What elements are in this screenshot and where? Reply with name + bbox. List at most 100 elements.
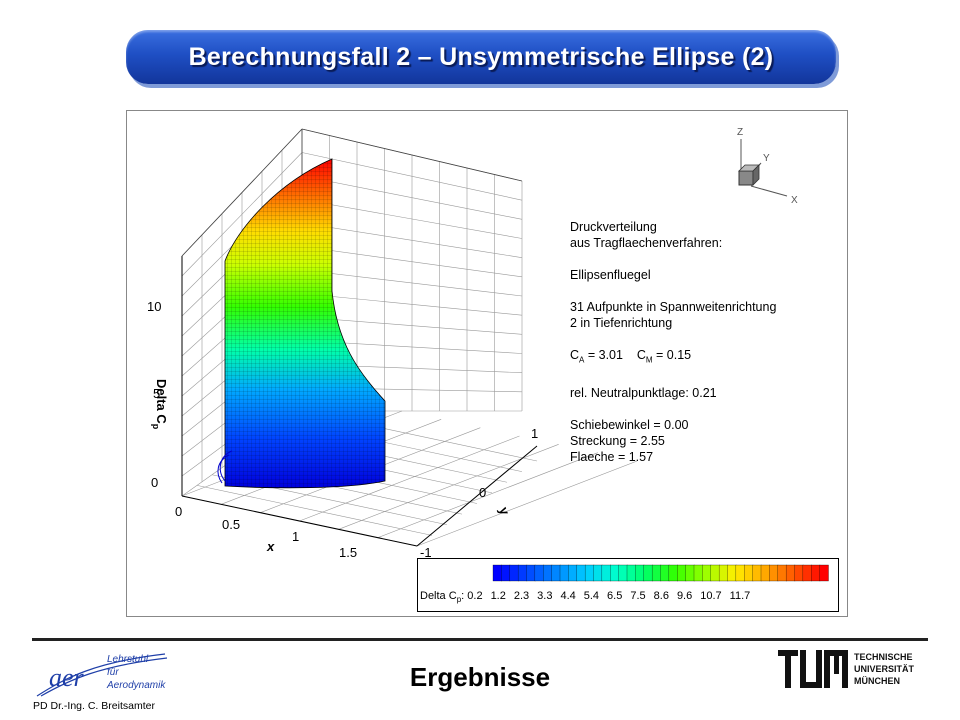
- legend-value: 6.5: [607, 590, 623, 602]
- x-axis-label: x: [266, 539, 275, 554]
- legend-value: 8.6: [653, 590, 669, 602]
- legend-title-sub: p: [456, 595, 462, 605]
- legend-swatch: [492, 564, 503, 582]
- tum-logo: TECHNISCHE UNIVERSITÄT MÜNCHEN: [778, 650, 915, 688]
- author-credit: PD Dr.-Ing. C. Breitsamter: [33, 700, 155, 712]
- y-tick: 0: [479, 485, 486, 500]
- legend-value: 3.3: [537, 590, 553, 602]
- aer-logo: aer Lehrstuhl für Aerodynamik: [36, 653, 168, 697]
- legend-swatch: [610, 564, 620, 582]
- legend-swatch: [685, 564, 695, 582]
- legend-swatch: [651, 564, 662, 582]
- legend-swatch: [534, 564, 544, 582]
- neutral-point-line: rel. Neutralpunktlage: 0.21: [570, 385, 717, 400]
- y-tick: -1: [420, 545, 432, 560]
- legend-value: 9.6: [676, 590, 693, 602]
- footer-divider: [32, 638, 928, 641]
- legend-swatch: [752, 564, 762, 582]
- legend-values: 0.2 1.2 2.3 3.3 4.4 5.4 6.5 7.5 8.6 9.6 10.7 11.7: [467, 590, 758, 602]
- aer-word: aer: [49, 663, 85, 692]
- wing-surface: [217, 158, 386, 489]
- cm-sub: M: [645, 355, 653, 365]
- ca-value: = 3.01: [584, 348, 623, 362]
- legend-swatch: [718, 564, 729, 582]
- z-tick: 10: [147, 299, 161, 314]
- triad-x-label: X: [791, 195, 798, 206]
- legend-swatch: [785, 564, 796, 582]
- legend-swatch: [643, 564, 653, 582]
- plot-figure: 10 5 0 0 0.5 1 1.5 -1 0 1 x y Delta Cp Z…: [126, 110, 848, 617]
- legend-swatch: [819, 564, 829, 582]
- legend-swatch: [668, 564, 678, 582]
- ca-sub: A: [579, 355, 585, 365]
- legend-swatch: [509, 564, 519, 582]
- z-tick: 5: [153, 386, 160, 401]
- x-tick: 0.5: [222, 517, 240, 532]
- legend-swatch: [769, 564, 779, 582]
- legend-swatch: [501, 564, 511, 582]
- y-tick: 1: [531, 426, 538, 441]
- triad-z-label: Z: [737, 127, 743, 138]
- info-line: aus Tragflaechenverfahren:: [570, 236, 723, 250]
- legend-swatch: [601, 564, 611, 582]
- legend-swatch: [777, 564, 787, 582]
- info-line: 2 in Tiefenrichtung: [570, 316, 673, 330]
- legend-swatch: [802, 564, 812, 582]
- legend-swatch: [635, 564, 645, 582]
- legend-swatch: [702, 564, 712, 582]
- area-line: Flaeche = 1.57: [570, 449, 654, 464]
- legend-swatch: [710, 564, 720, 582]
- legend-colorbar: [492, 564, 829, 582]
- legend-swatch: [593, 564, 603, 582]
- legend-value: 2.3: [513, 590, 530, 602]
- title-banner: Berechnungsfall 2 – Unsymmetrische Ellip…: [126, 30, 836, 84]
- info-line: [570, 251, 840, 267]
- legend-value: 1.2: [490, 590, 506, 602]
- legend-value: 4.4: [560, 590, 576, 602]
- info-line: [570, 331, 840, 347]
- info-line: 31 Aufpunkte in Spannweitenrichtung: [570, 300, 777, 314]
- legend-swatch: [576, 564, 586, 582]
- triad-y-label: Y: [763, 153, 770, 164]
- color-legend: Delta Cp: 0.2 1.2 2.3 3.3 4.4 5.4 6.5 7.5 8.6 9.6…: [417, 558, 839, 612]
- tum-line3: MÜNCHEN: [854, 676, 900, 686]
- cm-label: C: [636, 348, 646, 362]
- info-line: Ellipsenfluegel: [570, 268, 651, 282]
- legend-value: 7.5: [630, 590, 646, 602]
- legend-swatch: [551, 564, 561, 582]
- legend-swatch: [543, 564, 553, 582]
- info-text-block: Druckverteilung aus Tragflaechenverfahre…: [570, 219, 840, 465]
- legend-swatch: [660, 564, 670, 582]
- legend-swatch: [735, 564, 745, 582]
- info-line: [570, 369, 840, 385]
- info-line: Druckverteilung: [570, 220, 657, 234]
- tum-line1: TECHNISCHE: [854, 652, 913, 662]
- legend-swatch: [559, 564, 570, 582]
- legend-value: 11.7: [729, 590, 751, 602]
- y-axis-label: y: [496, 505, 513, 518]
- legend-swatch: [526, 564, 536, 582]
- ca-label: C: [570, 348, 580, 362]
- legend-value: 0.2: [467, 590, 483, 602]
- legend-swatch: [568, 564, 578, 582]
- legend-value: 10.7: [700, 590, 722, 602]
- legend-swatch: [811, 564, 821, 582]
- slide-title: Berechnungsfall 2 – Unsymmetrische Ellip…: [188, 42, 774, 71]
- legend-swatch: [744, 564, 754, 582]
- axis-ticks: 10 5 0 0 0.5 1 1.5 -1 0 1 x y Delta Cp: [147, 299, 538, 560]
- info-line: [570, 401, 840, 417]
- legend-swatch: [626, 564, 637, 582]
- x-tick: 0: [175, 504, 182, 519]
- legend-swatch: [584, 564, 595, 582]
- legend-swatch: [727, 564, 737, 582]
- coefficient-line: CA = 3.01 CM = 0.15: [570, 347, 840, 369]
- legend-swatch: [760, 564, 771, 582]
- legend-swatch: [517, 564, 528, 582]
- orientation-triad: Z Y X: [737, 127, 798, 206]
- z-tick: 0: [151, 475, 158, 490]
- surface-plot: 10 5 0 0 0.5 1 1.5 -1 0 1 x y Delta Cp Z…: [147, 127, 798, 560]
- info-line: [570, 283, 840, 299]
- legend-value: 5.4: [583, 590, 600, 602]
- tum-line2: UNIVERSITÄT: [854, 664, 915, 674]
- aer-line2: für: [107, 667, 119, 678]
